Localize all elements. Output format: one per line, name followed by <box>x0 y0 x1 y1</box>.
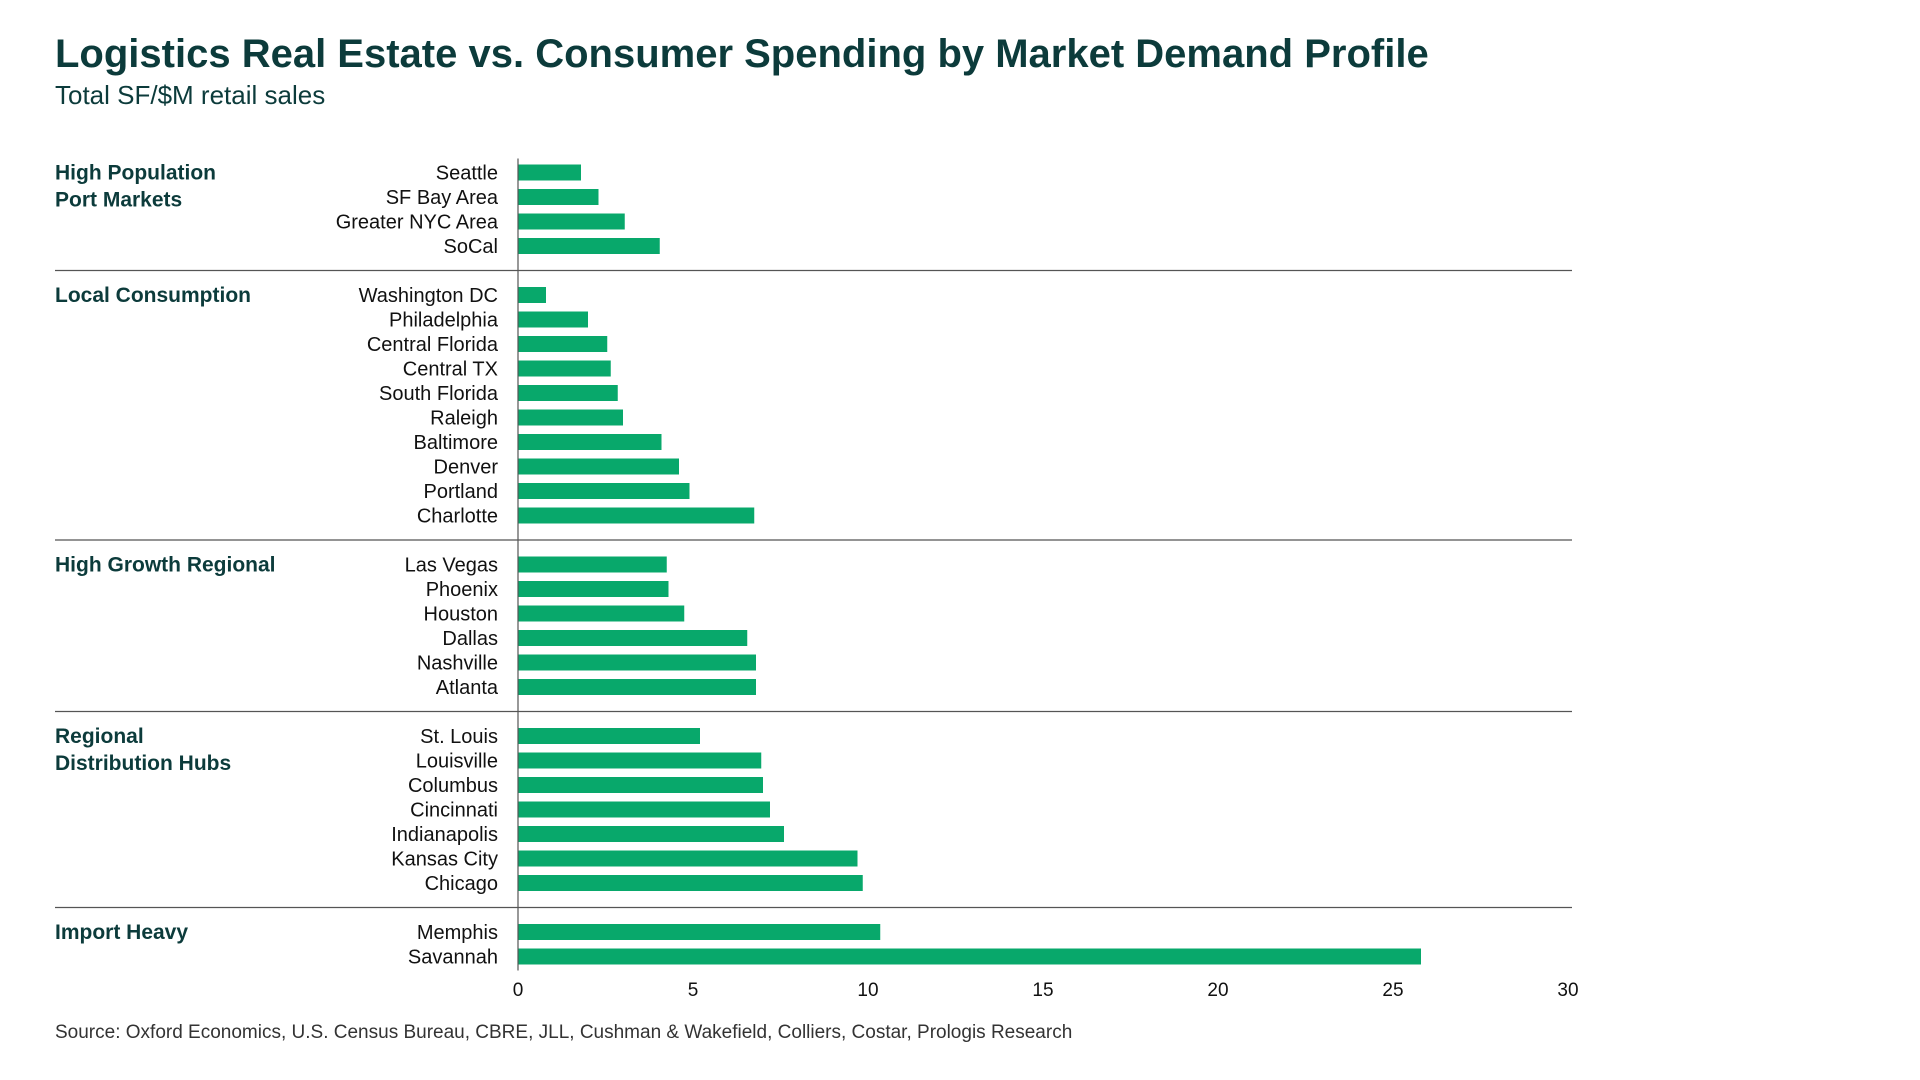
category-label: Savannah <box>408 947 498 969</box>
chart-subtitle: Total SF/$M retail sales <box>55 80 326 110</box>
bar <box>518 434 662 450</box>
category-label: Chicago <box>425 873 498 895</box>
category-label: Portland <box>424 481 499 503</box>
category-label: Atlanta <box>436 677 499 699</box>
category-label: Washington DC <box>359 285 498 307</box>
bar <box>518 238 660 254</box>
x-tick-label: 5 <box>688 980 699 1001</box>
group-label: Regional Distribution Hubs <box>55 725 231 775</box>
bar <box>518 360 611 377</box>
bar <box>518 850 858 867</box>
bar <box>518 777 763 793</box>
category-label: Nashville <box>417 653 498 675</box>
bar <box>518 679 756 695</box>
bar <box>518 213 625 230</box>
bar <box>518 630 748 646</box>
bar <box>518 826 784 842</box>
bar <box>518 458 679 475</box>
category-label: Columbus <box>408 775 498 797</box>
bar <box>518 654 756 671</box>
bar <box>518 164 581 181</box>
group-label: Local Consumption <box>55 284 251 307</box>
group-label-line: Import Heavy <box>55 921 188 944</box>
category-label: Seattle <box>436 163 498 185</box>
x-tick-label: 20 <box>1207 980 1228 1001</box>
bar <box>518 409 623 426</box>
category-label: Memphis <box>417 922 498 944</box>
bar <box>518 311 588 328</box>
category-label: Central TX <box>403 359 498 381</box>
category-label: Greater NYC Area <box>336 212 499 234</box>
group-label-line: High Growth Regional <box>55 554 276 577</box>
category-label: Kansas City <box>391 849 498 871</box>
source-note: Source: Oxford Economics, U.S. Census Bu… <box>55 1022 1073 1043</box>
category-label: Las Vegas <box>405 555 498 577</box>
x-tick-label: 15 <box>1032 980 1053 1001</box>
bar <box>518 287 546 303</box>
category-label: Raleigh <box>430 408 498 430</box>
category-label: SoCal <box>444 236 498 258</box>
bar <box>518 801 770 818</box>
bar <box>518 924 881 940</box>
category-label: South Florida <box>379 383 499 405</box>
category-label: St. Louis <box>420 726 498 748</box>
group-label-line: Regional <box>55 725 144 748</box>
category-label: Charlotte <box>417 506 498 528</box>
bar <box>518 752 762 769</box>
bar <box>518 556 667 573</box>
category-label: Louisville <box>416 751 498 773</box>
bar <box>518 728 700 744</box>
group-label: Import Heavy <box>55 921 188 944</box>
x-tick-label: 0 <box>513 980 524 1001</box>
bar <box>518 605 685 622</box>
group-label-line: Port Markets <box>55 189 182 212</box>
x-tick-label: 10 <box>857 980 878 1001</box>
bar <box>518 948 1421 965</box>
category-label: Dallas <box>442 628 498 650</box>
bar <box>518 385 618 401</box>
chart-title: Logistics Real Estate vs. Consumer Spend… <box>55 32 1429 76</box>
bar <box>518 189 599 205</box>
bar <box>518 483 690 499</box>
bar <box>518 336 608 352</box>
category-label: Baltimore <box>414 432 498 454</box>
category-label: Philadelphia <box>389 310 499 332</box>
category-label: Central Florida <box>367 334 499 356</box>
category-label: Phoenix <box>426 579 498 601</box>
category-label: Denver <box>434 457 499 479</box>
category-label: Houston <box>424 604 499 626</box>
group-label: High Growth Regional <box>55 554 276 577</box>
bar <box>518 507 755 524</box>
x-tick-label: 25 <box>1382 980 1403 1001</box>
bar <box>518 875 863 891</box>
category-label: Indianapolis <box>391 824 498 846</box>
bar <box>518 581 669 597</box>
group-label-line: High Population <box>55 162 216 185</box>
group-label-line: Local Consumption <box>55 284 251 307</box>
category-label: SF Bay Area <box>386 187 499 209</box>
group-label-line: Distribution Hubs <box>55 752 231 775</box>
category-label: Cincinnati <box>410 800 498 822</box>
group-label: High Population Port Markets <box>55 162 216 212</box>
x-tick-label: 30 <box>1557 980 1578 1001</box>
